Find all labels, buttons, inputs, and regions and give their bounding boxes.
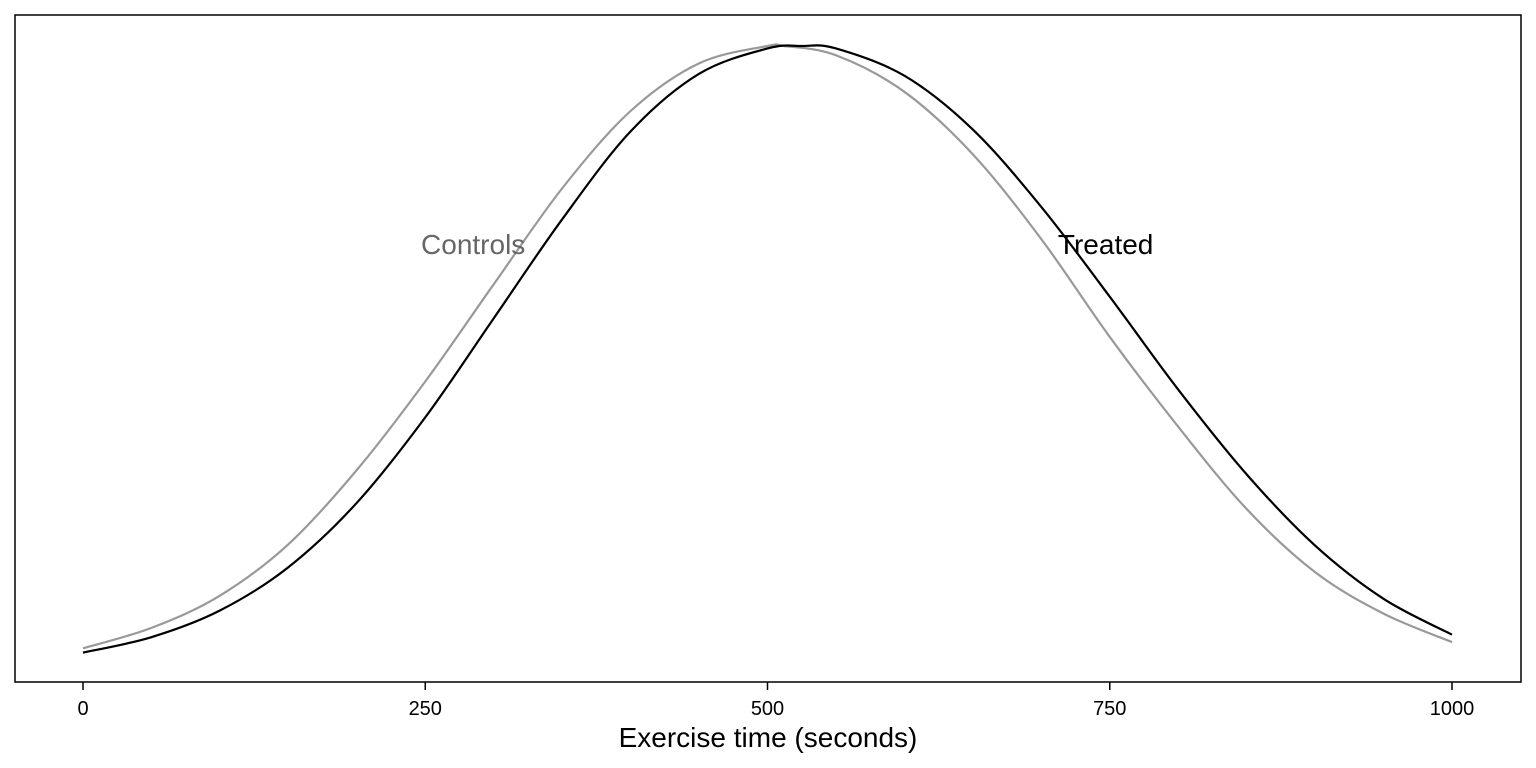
x-tick-label: 0 [77,698,88,720]
x-tick-label: 250 [409,698,442,720]
series-line-treated [82,44,1453,654]
plot-frame [14,14,1522,683]
x-axis: 0 250 500 750 1000 [77,682,1474,720]
series-labels: Controls Treated [421,229,1153,260]
x-tick-label: 1000 [1430,698,1475,720]
series-line-controls [82,43,1453,650]
series-label-controls: Controls [421,229,525,260]
x-tick-label: 500 [751,698,784,720]
x-tick-label: 750 [1093,698,1126,720]
series-layer [82,43,1453,654]
series-label-treated: Treated [1058,229,1153,260]
x-axis-title: Exercise time (seconds) [619,722,918,753]
